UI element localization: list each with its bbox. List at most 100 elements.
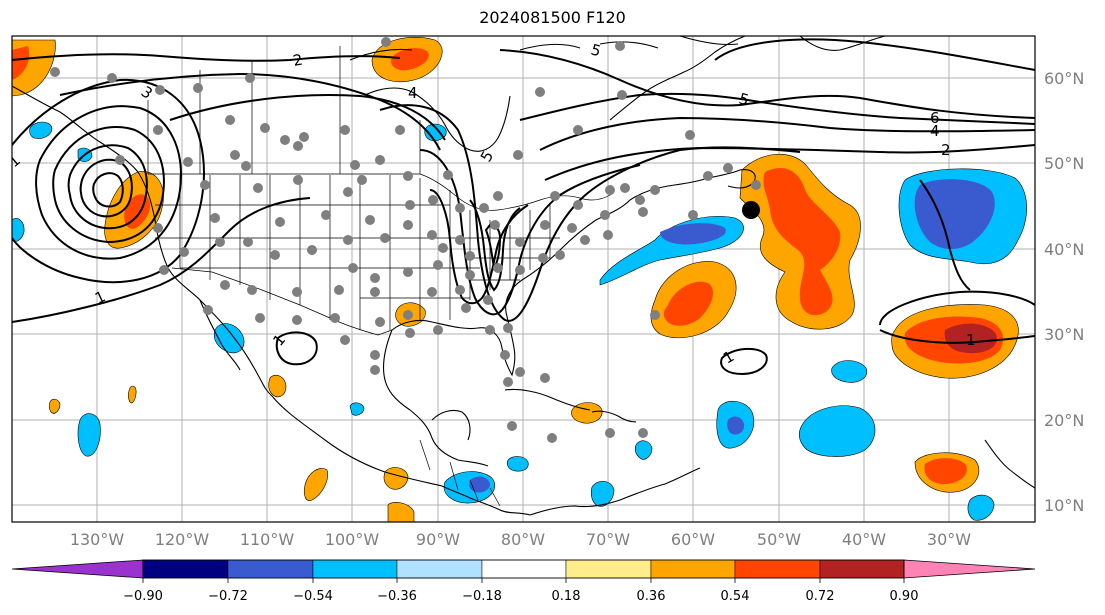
coastline-hispaniola [591, 410, 637, 423]
contour-ridge-4-east [539, 116, 1035, 151]
storm-position-marker [742, 201, 760, 219]
coastline-mexico-east [382, 329, 489, 467]
colorbar-tick-label: −0.36 [377, 589, 417, 604]
negative-anomaly-tropics-a-core [727, 416, 745, 435]
negative-anomaly-mid-atlantic-core [660, 223, 726, 245]
contour-small-1-atlantic [720, 347, 768, 376]
contour-3-west [59, 72, 441, 151]
colorbar: −0.90 −0.72 −0.54 −0.36 −0.18 0.18 0.36 … [11, 559, 1036, 604]
colorbar-min-extension [11, 559, 144, 579]
lon-label: 70°W [586, 530, 630, 549]
map-title: 2024081500 F120 [479, 8, 626, 27]
contour-label: 4 [930, 122, 940, 140]
lon-label: 40°W [842, 530, 886, 549]
state-lines-west-horizontal [155, 204, 330, 269]
colorbar-tick-label: 0.72 [806, 589, 835, 604]
coastline-africa [984, 439, 1035, 489]
coastline-gulf-of-mexico [391, 199, 631, 377]
colorbar-tick-label: 0.90 [890, 589, 919, 604]
colorbar-tick-label: −0.18 [462, 589, 502, 604]
positive-anomaly-hispaniola [571, 402, 603, 424]
contour-lines [12, 38, 1035, 376]
positive-anomaly-hudson-core [391, 48, 429, 71]
contour-subtropical-1 [879, 329, 1035, 344]
colorbar-tick-label: −0.72 [208, 589, 248, 604]
colorbar-bin [142, 559, 229, 579]
lon-label: 30°W [927, 530, 971, 549]
colorbar-ticks [142, 578, 905, 583]
contour-label: 2 [941, 141, 951, 159]
colorbar-tick-label: 0.36 [637, 589, 666, 604]
colorbar-bin [565, 559, 652, 579]
positive-anomaly-atlantic-south-core [663, 281, 714, 326]
coastline-cuba [504, 388, 591, 411]
positive-anomaly-newfoundland-core [763, 168, 841, 316]
negative-anomaly-caribbean-b [590, 481, 615, 507]
contour-label: 5 [589, 40, 603, 60]
contour-label: 4 [408, 84, 418, 102]
negative-anomaly-pacific-a [77, 413, 101, 457]
colorbar-bin [227, 559, 314, 579]
negative-anomaly-east-atlantic-core [914, 179, 995, 249]
lon-label: 130°W [70, 530, 125, 549]
state-lines-central [359, 175, 451, 330]
contour-label: 6 [930, 109, 940, 127]
lat-label: 50°N [1044, 154, 1084, 173]
state-lines-west [179, 175, 331, 320]
lat-label: 10°N [1044, 496, 1084, 515]
contour-pacific-low-outer [12, 78, 205, 284]
negative-anomaly-tropics-b [799, 405, 876, 457]
negative-anomaly-africa-coast [967, 494, 995, 521]
contour-ridge-6 [519, 92, 1035, 125]
contour-label: 5 [737, 89, 751, 109]
negative-anomaly-tropics-c [831, 360, 868, 383]
coastline-greenland [799, 36, 886, 51]
lon-label: 80°W [501, 530, 545, 549]
colorbar-bin [396, 559, 483, 579]
positive-anomaly-alaska-core [12, 46, 30, 80]
contour-4-west [169, 94, 446, 141]
longitude-labels: 130°W 120°W 110°W 100°W 90°W 80°W 70°W 6… [70, 530, 971, 549]
negative-anomaly-hudson-b [424, 123, 447, 141]
positive-anomaly-east-atlantic-max [944, 323, 997, 354]
negative-anomaly-atlantic-d [634, 440, 653, 460]
coastline-labrador [609, 36, 746, 121]
province-lines [147, 46, 421, 174]
coastlines [12, 36, 1035, 516]
station-markers [50, 37, 761, 443]
contour-small-1-mexico [275, 331, 318, 366]
colorbar-bin [734, 559, 821, 579]
positive-anomaly-pacific-small-a [49, 398, 61, 414]
contour-ridge-2-east [544, 144, 1035, 181]
contour-pacific-low-4 [67, 144, 148, 230]
negative-anomaly-alaska-a [29, 121, 53, 139]
contour-ridge-5-north [499, 49, 1035, 119]
colorbar-tick-label: 0.18 [552, 589, 581, 604]
state-lines-east-horizontal [470, 237, 560, 281]
negative-anomaly-caribbean-a [506, 456, 529, 472]
positive-anomaly-pacific-small-b [128, 385, 137, 404]
state-lines-central-horizontal [330, 204, 480, 299]
coastline-south-america-north [529, 467, 701, 516]
latitude-labels: 60°N 50°N 40°N 30°N 20°N 10°N [1044, 69, 1084, 515]
lon-label: 110°W [240, 530, 295, 549]
lat-label: 30°N [1044, 325, 1084, 344]
contour-trough-4 [379, 104, 801, 322]
colorbar-max-extension [903, 559, 1036, 579]
positive-anomaly-south-c [387, 502, 415, 522]
contour-1-south [12, 197, 311, 323]
contour-label: 2 [292, 51, 305, 70]
negative-anomaly-gulf-b [349, 402, 365, 416]
contour-trough-inner [469, 199, 521, 292]
anomaly-shading [12, 37, 1027, 522]
coastline-yucatan [431, 409, 471, 441]
colorbar-bin [312, 559, 398, 579]
lat-label: 60°N [1044, 69, 1084, 88]
contour-label: 1 [966, 331, 976, 349]
positive-anomaly-mexico-a [268, 374, 287, 398]
colorbar-tick-label: −0.90 [123, 589, 163, 604]
lon-label: 50°W [757, 530, 801, 549]
contour-2-west [12, 53, 401, 62]
contour-label: 1 [5, 151, 24, 171]
